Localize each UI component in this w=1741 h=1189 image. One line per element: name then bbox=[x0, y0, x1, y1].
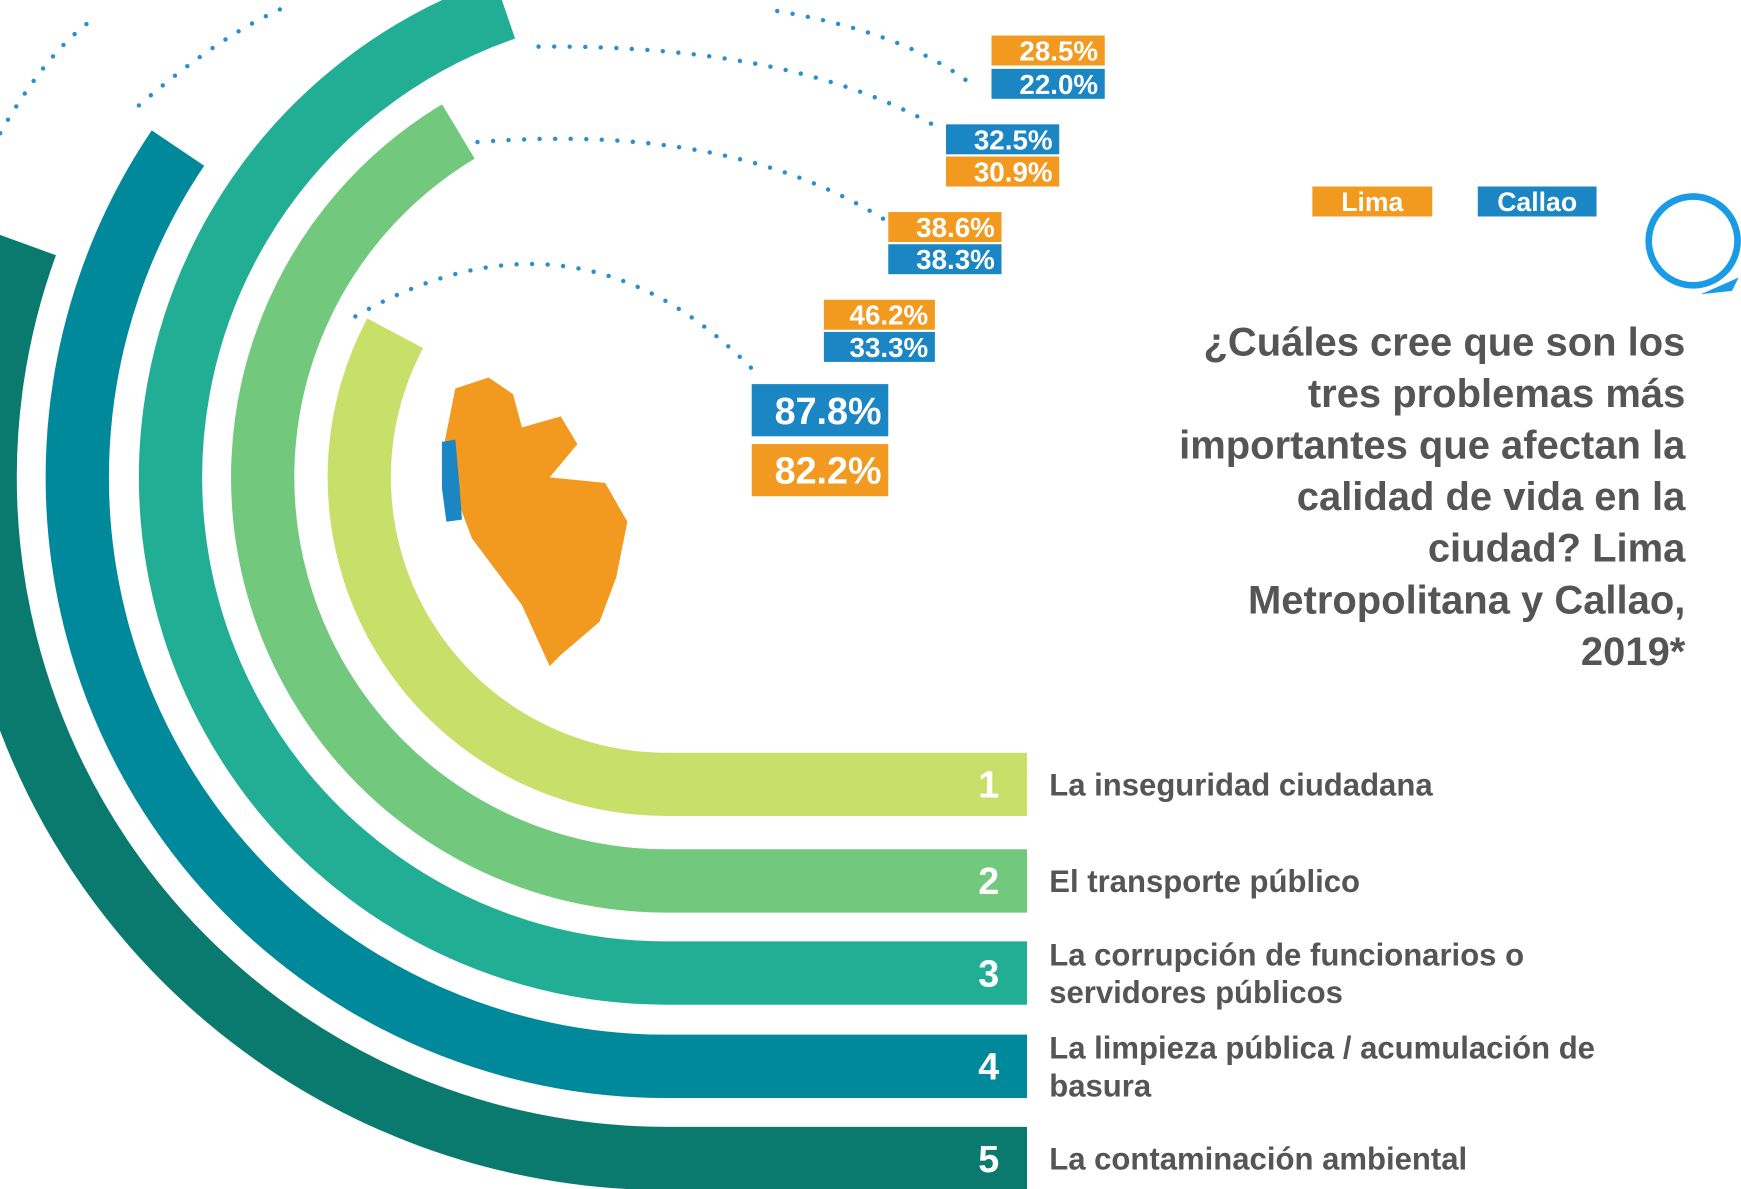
rank-number: 3 bbox=[978, 952, 999, 994]
percent-box bbox=[945, 124, 1060, 155]
item-label: El transporte público bbox=[1049, 864, 1360, 899]
legend-swatch bbox=[1477, 186, 1597, 217]
percent-box bbox=[888, 212, 1002, 243]
item-label: servidores públicos bbox=[1049, 975, 1343, 1010]
dotted-guides bbox=[0, 3, 980, 375]
dotted-arc bbox=[136, 3, 291, 108]
bubble-icon bbox=[1645, 193, 1741, 289]
percent-label: 87.8% bbox=[775, 390, 882, 432]
title-line: ciudad? Lima bbox=[1428, 527, 1686, 571]
map-lima bbox=[444, 377, 628, 667]
rank-number: 1 bbox=[978, 764, 999, 806]
item-label: La limpieza pública / acumulación de bbox=[1049, 1031, 1595, 1066]
band bbox=[45, 130, 1028, 1098]
band bbox=[0, 234, 1028, 1189]
percent-label: 38.6% bbox=[916, 212, 995, 243]
map-callao bbox=[441, 439, 462, 522]
percent-box bbox=[945, 156, 1060, 187]
dotted-arc bbox=[475, 136, 891, 225]
percent-box bbox=[991, 68, 1105, 99]
item-label: basura bbox=[1049, 1068, 1152, 1103]
item-label: La corrupción de funcionarios o bbox=[1049, 937, 1524, 972]
percent-label: 32.5% bbox=[974, 124, 1053, 155]
percent-box bbox=[751, 444, 889, 497]
legend-swatch bbox=[1312, 186, 1433, 217]
percent-label: 82.2% bbox=[775, 450, 882, 492]
percent-box bbox=[823, 331, 935, 362]
rank-number: 2 bbox=[978, 860, 999, 902]
title-line: calidad de vida en la bbox=[1297, 475, 1686, 519]
dotted-arc bbox=[353, 261, 758, 375]
percent-label: 28.5% bbox=[1019, 36, 1098, 67]
map bbox=[441, 377, 628, 667]
percent-label: 38.3% bbox=[916, 244, 995, 275]
band bbox=[327, 318, 1028, 816]
band bbox=[231, 104, 1028, 913]
title-line: importantes que afectan la bbox=[1179, 424, 1686, 468]
percent-box bbox=[991, 35, 1105, 66]
band bbox=[138, 0, 1028, 1005]
percent-label: 46.2% bbox=[850, 300, 929, 331]
percent-box bbox=[751, 384, 889, 437]
item-label: La contaminación ambiental bbox=[1049, 1142, 1467, 1177]
dotted-arc bbox=[0, 19, 92, 136]
title-line: 2019* bbox=[1581, 630, 1686, 674]
percent-label: 22.0% bbox=[1019, 69, 1098, 100]
title-line: tres problemas más bbox=[1308, 372, 1686, 416]
item-label: La inseguridad ciudadana bbox=[1049, 767, 1433, 802]
dotted-arc bbox=[775, 8, 980, 92]
legend-label: Lima bbox=[1341, 187, 1403, 217]
rank-number: 5 bbox=[978, 1138, 999, 1180]
dotted-arc bbox=[536, 44, 946, 134]
percent-label: 33.3% bbox=[850, 332, 929, 363]
title-line: ¿Cuáles cree que son los bbox=[1204, 320, 1686, 364]
legend-label: Callao bbox=[1497, 187, 1577, 217]
percent-box bbox=[888, 244, 1002, 275]
rank-number: 4 bbox=[978, 1046, 999, 1088]
percent-label: 30.9% bbox=[974, 157, 1053, 188]
percent-box bbox=[823, 299, 935, 330]
title-line: Metropolitana y Callao, bbox=[1248, 578, 1685, 622]
